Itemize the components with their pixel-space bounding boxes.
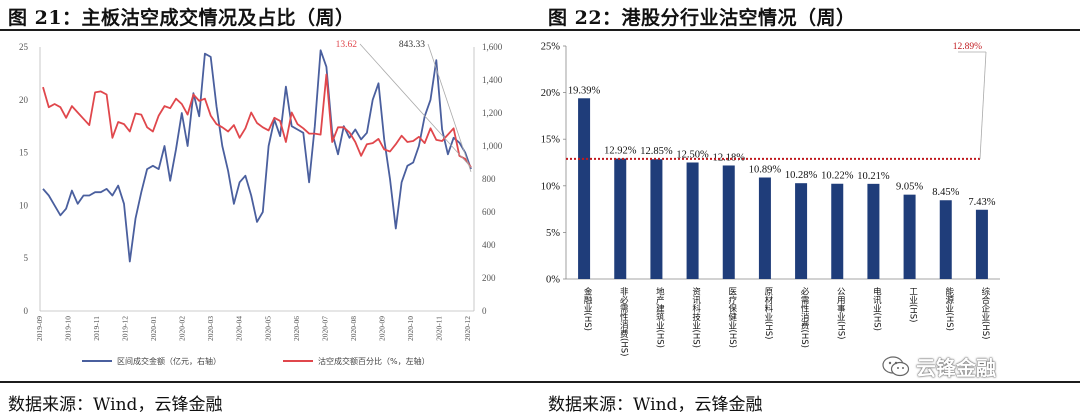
x-tick-label: 2020-03 (206, 316, 215, 341)
x-tick-label: 2019-10 (64, 316, 73, 341)
bar-value-label: 10.28% (785, 170, 818, 181)
right-y-tick-label: 600 (482, 207, 496, 217)
bar-y-tick-label: 20% (541, 88, 561, 99)
bar-category-label: 非必需性消费(HS) (618, 286, 628, 356)
bar (650, 159, 663, 279)
legend-label-short-ratio: 沽空成交额百分比（%，左轴） (318, 356, 430, 366)
bar-value-label: 10.21% (857, 171, 890, 182)
right-y-tick-label: 1,200 (482, 108, 503, 118)
left-source-note: 数据来源：Wind，云锋金融 (8, 395, 223, 415)
left-y-tick-label: 15 (19, 148, 29, 158)
watermark: 云锋金融 (882, 352, 996, 381)
bar-category-label: 公用事业(HS) (835, 287, 845, 339)
bar (686, 162, 699, 279)
bar (722, 165, 735, 279)
left-y-tick-label: 5 (24, 253, 29, 263)
bar-y-tick-label: 0% (546, 275, 560, 286)
average-callout-label: 12.89% (953, 42, 982, 52)
bar-category-label: 医疗保健业(HS) (727, 287, 737, 348)
left-y-tick-label: 10 (19, 200, 29, 210)
x-tick-label: 2019-12 (121, 316, 130, 341)
bar-value-label: 9.05% (896, 182, 923, 193)
bar (614, 158, 627, 279)
right-y-tick-label: 800 (482, 174, 496, 184)
x-tick-label: 2020-05 (263, 316, 272, 341)
right-y-tick-label: 1,000 (482, 141, 503, 151)
bottom-rule (0, 381, 1080, 383)
left-chart-title: 图 21：主板沽空成交情况及占比（周） (8, 7, 355, 29)
short-ratio-series-line (42, 73, 472, 168)
x-tick-label: 2019-11 (92, 316, 101, 341)
bar (795, 183, 808, 279)
bar-value-label: 7.43% (968, 197, 995, 208)
bar-y-tick-label: 15% (541, 135, 561, 146)
x-tick-label: 2020-08 (349, 316, 358, 341)
bar (975, 209, 988, 279)
left-line-chart: 0 5 10 15 20 25 0 200 400 600 800 1,000 1,200 1,400 1,… (19, 40, 503, 366)
bar-value-label: 10.22% (821, 171, 854, 182)
left-y-tick-label: 25 (19, 42, 29, 52)
bar-value-label: 19.39% (568, 85, 601, 96)
right-y-tick-label: 1,600 (482, 42, 503, 52)
bar-category-label: 电讯业(HS) (871, 286, 881, 330)
bar-y-tick-label: 5% (546, 228, 560, 239)
bar-category-label: 工业(HS) (908, 287, 918, 322)
right-y-tick-label: 0 (482, 306, 487, 316)
bar-category-label: 资讯科技业(HS) (691, 286, 701, 347)
x-tick-label: 2020-01 (149, 316, 158, 341)
turnover-callout: 843.33 (399, 40, 425, 50)
x-tick-label: 2020-10 (406, 316, 415, 341)
bar-category-label: 能源业(HS) (944, 286, 954, 330)
bar-category-label: 金融业(HS) (582, 286, 592, 330)
watermark-text: 云锋金融 (916, 356, 996, 380)
bar-category-label: 综合企业(HS) (980, 286, 990, 339)
average-callout-leader (979, 51, 987, 159)
x-tick-label: 2020-06 (292, 316, 301, 341)
top-rule (0, 29, 1080, 31)
bar (758, 177, 771, 279)
x-tick-label: 2020-12 (463, 316, 472, 341)
bar-value-label: 10.89% (749, 165, 782, 176)
bar-value-label: 12.18% (713, 152, 746, 163)
bar-category-label: 必需性消费(HS) (799, 286, 809, 347)
x-tick-label: 2020-07 (320, 316, 329, 341)
bar (831, 183, 844, 279)
wechat-icon (882, 355, 910, 376)
x-tick-label: 2020-04 (235, 316, 244, 341)
bar (867, 183, 880, 279)
bar-y-tick-label: 25% (541, 42, 561, 53)
right-y-tick-label: 200 (482, 273, 496, 283)
bar-category-label: 地产建筑业(HS) (654, 286, 664, 347)
bar (578, 98, 591, 279)
right-y-tick-label: 1,400 (482, 75, 503, 85)
bar-value-label: 12.85% (640, 146, 673, 157)
x-tick-label: 2020-11 (434, 316, 443, 341)
turnover-series-line (42, 49, 472, 263)
right-y-tick-label: 400 (482, 240, 496, 250)
x-tick-label: 2020-09 (377, 316, 386, 341)
bar-category-label: 原材料业(HS) (763, 287, 773, 339)
x-tick-label: 2020-02 (178, 316, 187, 341)
left-y-tick-label: 0 (24, 306, 29, 316)
left-y-tick-label: 20 (19, 95, 29, 105)
bar-value-label: 12.50% (676, 150, 709, 161)
x-tick-label: 2019-09 (35, 316, 44, 341)
bar-value-label: 12.92% (604, 146, 637, 157)
turnover-callout-line (427, 43, 472, 172)
bar (939, 200, 952, 279)
short-ratio-callout-line (359, 43, 472, 168)
legend-label-turnover: 区间成交金额（亿元，右轴） (117, 356, 221, 366)
right-chart-title: 图 22：港股分行业沽空情况（周） (548, 7, 856, 29)
bar-value-label: 8.45% (932, 187, 959, 198)
short-ratio-callout: 13.62 (336, 40, 358, 50)
right-source-note: 数据来源：Wind，云锋金融 (548, 395, 763, 415)
bar-y-tick-label: 10% (541, 181, 561, 192)
right-bar-chart: 0% 5% 10% 15% 20% 25% 19.39% 金融业(HS) 12.92% 非必需性消… (541, 42, 1000, 356)
bar (903, 194, 916, 279)
